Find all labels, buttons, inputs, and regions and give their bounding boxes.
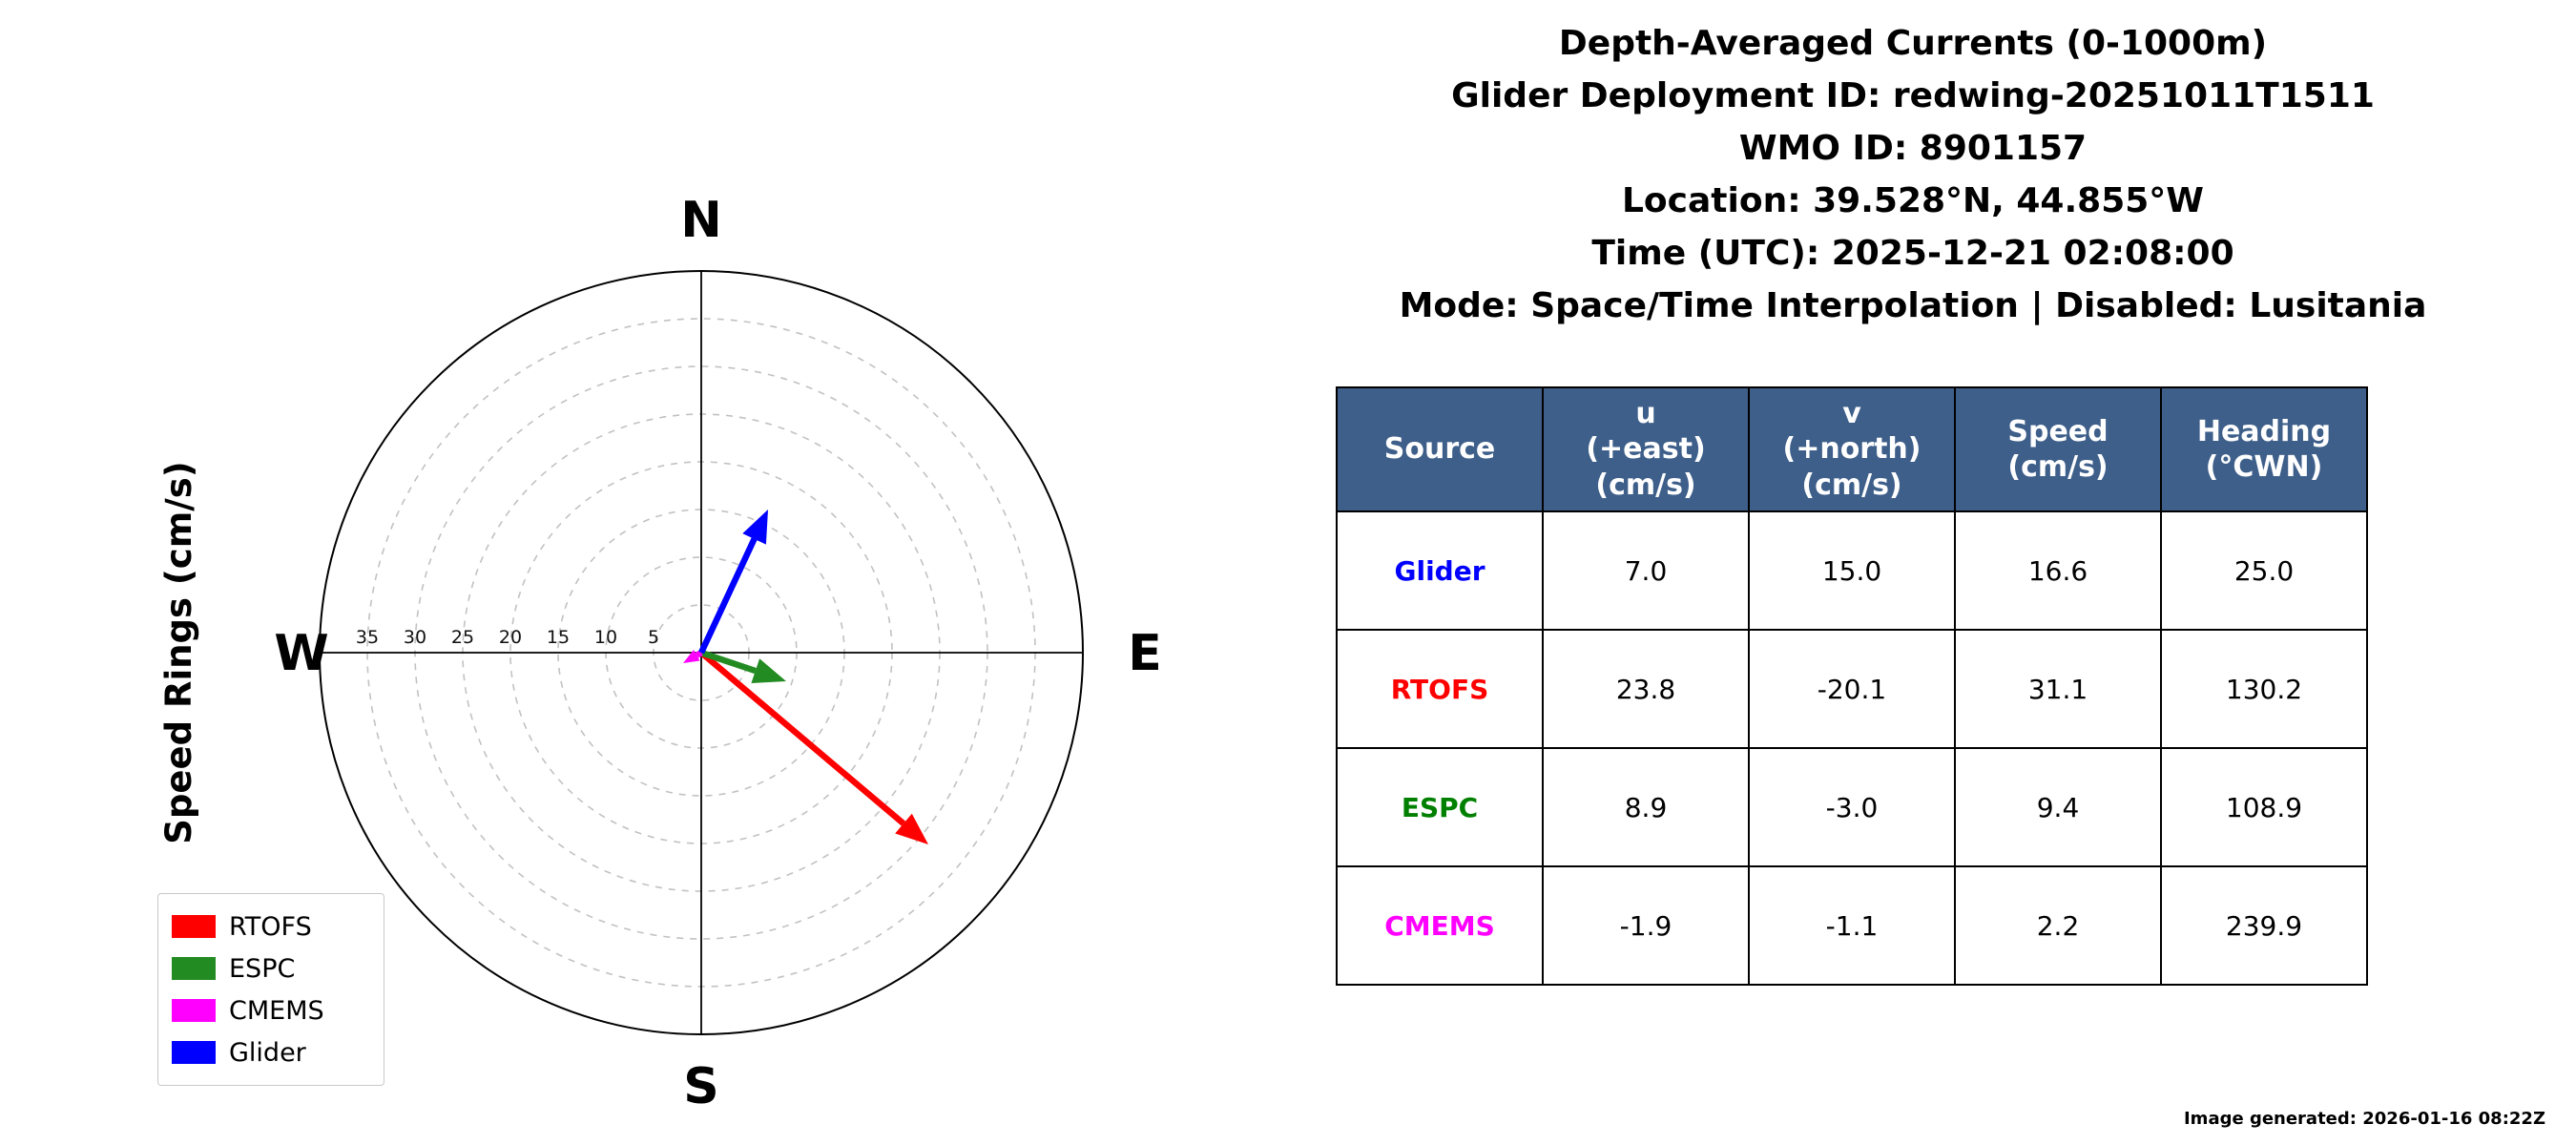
generated-timestamp: Image generated: 2026-01-16 08:22Z [2183,1109,2545,1129]
u-value: 23.8 [1542,629,1750,749]
currents-table: Source u (+east) (cm/s) v (+north) (cm/s… [1336,386,2368,986]
legend-swatch-glider [172,1041,216,1064]
legend-item-glider: Glider [172,1031,370,1073]
compass-label-north: N [680,192,722,249]
ring-tick-35: 35 [356,627,379,648]
current-vector-shaft-rtofs [698,650,906,826]
table-row-espc: ESPC 8.9 -3.0 9.4 108.9 [1336,747,2368,867]
heading-value: 25.0 [2160,510,2368,631]
compass-label-west: W [274,625,328,682]
current-vector-head-rtofs [895,813,928,844]
ring-tick-15: 15 [547,627,570,648]
v-value: -20.1 [1748,629,1956,749]
plot-title: Depth-Averaged Currents (0-1000m) [1558,24,2268,63]
heading-value: 239.9 [2160,865,2368,986]
col-header-speed: Speed (cm/s) [1954,386,2162,512]
legend-swatch-rtofs [172,915,216,938]
ring-tick-10: 10 [594,627,617,648]
speed-value: 31.1 [1954,629,2162,749]
ring-tick-5: 5 [648,627,659,648]
wmo-id: WMO ID: 8901157 [1738,129,2088,168]
col-header-v: v (+north) (cm/s) [1748,386,1956,512]
current-vector-shaft-espc [699,649,757,675]
heading-value: 108.9 [2160,747,2368,867]
legend: RTOFS ESPC CMEMS Glider [157,893,384,1086]
compass-label-south: S [683,1058,718,1115]
ring-tick-30: 30 [404,627,426,648]
legend-item-rtofs: RTOFS [172,906,370,947]
u-value: -1.9 [1542,865,1750,986]
current-vector-head-cmems [683,650,700,663]
source-label: ESPC [1336,747,1544,867]
speed-value: 2.2 [1954,865,2162,986]
current-vector-shaft-cmems [695,650,703,658]
current-vector-head-glider [742,510,768,545]
timestamp: Time (UTC): 2025-12-21 02:08:00 [1591,234,2234,273]
current-vector-shaft-glider [698,537,758,655]
col-header-u: u (+east) (cm/s) [1542,386,1750,512]
legend-swatch-cmems [172,999,216,1022]
v-value: 15.0 [1748,510,1956,631]
v-value: -1.1 [1748,865,1956,986]
legend-item-espc: ESPC [172,947,370,989]
location: Location: 39.528°N, 44.855°W [1621,181,2205,220]
current-vector-head-espc [751,658,786,683]
source-label: RTOFS [1336,629,1544,749]
current-arrows [683,510,928,844]
polar-current-plot: 5 10 15 20 25 30 35 N E S W Speed Rings (cm/s) [158,192,1162,1115]
ring-tick-20: 20 [499,627,522,648]
legend-label-espc: ESPC [229,953,296,984]
source-label: CMEMS [1336,865,1544,986]
compass-label-east: E [1128,625,1162,682]
mode-line: Mode: Space/Time Interpolation | Disable… [1399,286,2427,325]
speed-value: 16.6 [1954,510,2162,631]
table-header-row: Source u (+east) (cm/s) v (+north) (cm/s… [1336,386,2368,512]
title-block: Depth-Averaged Currents (0-1000m) Glider… [1250,17,2576,332]
table-row-rtofs: RTOFS 23.8 -20.1 31.1 130.2 [1336,629,2368,749]
deployment-id: Glider Deployment ID: redwing-20251011T1… [1451,76,2375,115]
speed-value: 9.4 [1954,747,2162,867]
heading-value: 130.2 [2160,629,2368,749]
legend-label-rtofs: RTOFS [229,911,312,942]
legend-label-cmems: CMEMS [229,995,324,1026]
ring-tick-25: 25 [451,627,474,648]
v-value: -3.0 [1748,747,1956,867]
col-header-source: Source [1336,386,1544,512]
legend-label-glider: Glider [229,1037,306,1068]
radial-axis-title: Speed Rings (cm/s) [158,461,199,843]
col-header-heading: Heading (°CWN) [2160,386,2368,512]
table-row-cmems: CMEMS -1.9 -1.1 2.2 239.9 [1336,865,2368,986]
source-label: Glider [1336,510,1544,631]
ring-tick-labels: 5 10 15 20 25 30 35 [356,627,659,648]
legend-swatch-espc [172,957,216,980]
u-value: 7.0 [1542,510,1750,631]
u-value: 8.9 [1542,747,1750,867]
table-row-glider: Glider 7.0 15.0 16.6 25.0 [1336,510,2368,631]
legend-item-cmems: CMEMS [172,989,370,1031]
